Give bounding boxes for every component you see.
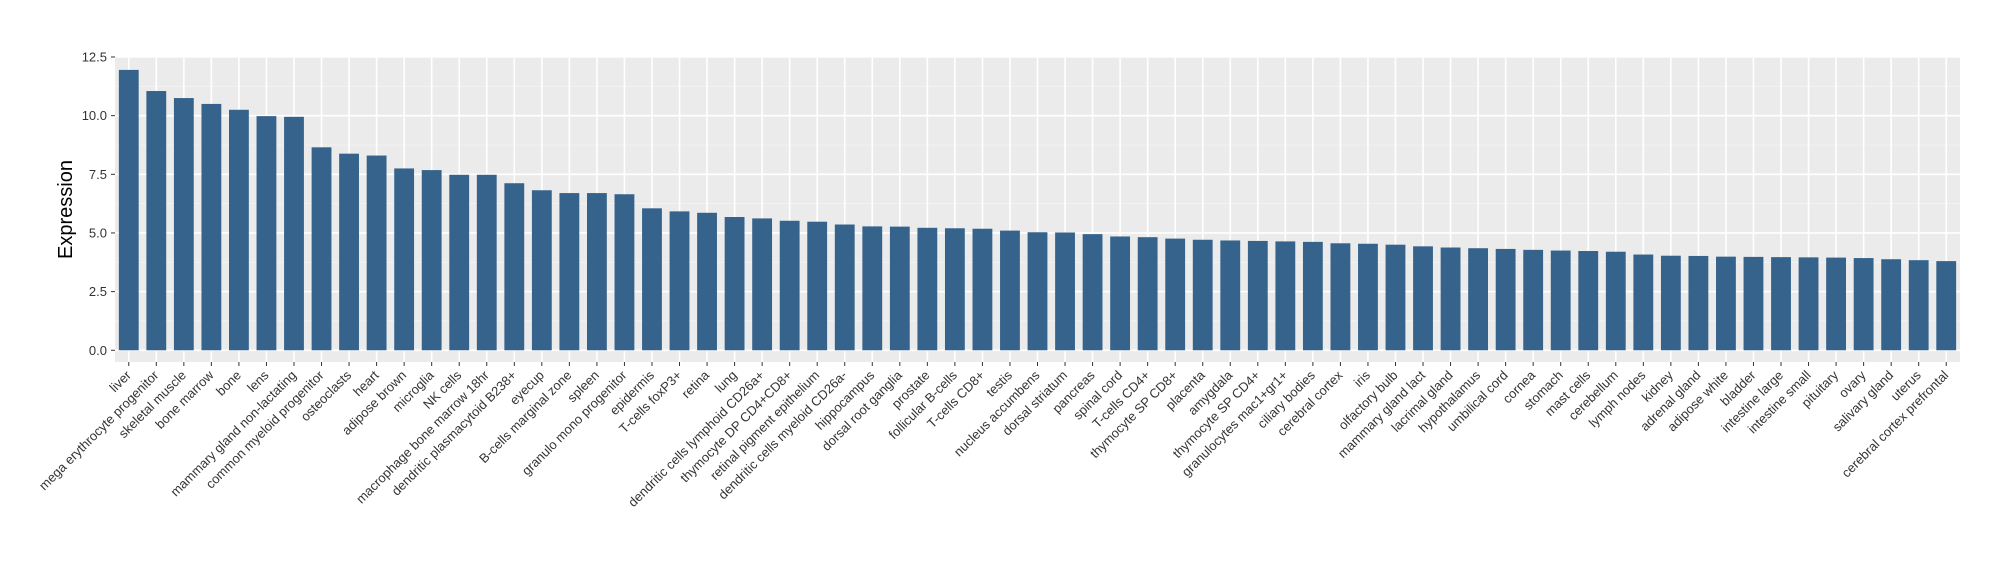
bar [862, 226, 883, 351]
y-tick-label: 0.0 [89, 343, 107, 358]
bar [339, 153, 359, 351]
bar [256, 116, 277, 351]
y-axis-title: Expression [55, 160, 77, 259]
bar [1908, 260, 1929, 351]
bar [1881, 259, 1902, 351]
bar [1853, 258, 1874, 351]
bar [1165, 238, 1186, 351]
x-tick-label: retina [679, 367, 713, 401]
bar [1110, 236, 1131, 351]
bar [1826, 257, 1846, 351]
bar [1716, 256, 1736, 351]
bar [1302, 241, 1323, 351]
bar [1330, 243, 1351, 351]
bar [752, 218, 773, 351]
bar [1358, 243, 1378, 351]
bar [1027, 232, 1048, 351]
bar [476, 174, 497, 351]
bar [229, 109, 249, 351]
y-tick-label: 12.5 [82, 50, 107, 65]
bar [1798, 257, 1819, 351]
bar [779, 220, 800, 351]
y-axis-ticks: 0.0 2.5 5.0 7.5 10.0 12.5 [82, 50, 115, 358]
bar [1743, 256, 1764, 351]
bar [1000, 230, 1020, 351]
bar [1523, 249, 1544, 351]
bars [118, 69, 1957, 351]
bar [1055, 232, 1075, 351]
bar [1385, 244, 1406, 351]
y-tick-label: 5.0 [89, 225, 107, 240]
bar [531, 190, 552, 351]
bar [146, 91, 167, 351]
bar [1468, 248, 1489, 351]
bar [1936, 261, 1957, 351]
bar [1220, 240, 1241, 351]
x-tick-label: mega erythrocyte progenitor [36, 367, 162, 493]
bar [669, 211, 690, 351]
bar [1633, 254, 1654, 351]
bar [1550, 250, 1571, 351]
bar [1660, 255, 1681, 351]
bar [972, 228, 993, 351]
bar [1578, 251, 1599, 351]
bar [201, 103, 222, 351]
bar [366, 155, 387, 351]
bar [1082, 234, 1103, 351]
bar [559, 193, 580, 351]
bar [449, 174, 470, 351]
bar [586, 193, 607, 351]
bar [173, 98, 194, 351]
bar [504, 183, 525, 351]
bar [889, 226, 910, 351]
y-tick-label: 2.5 [89, 284, 107, 299]
bar [944, 228, 965, 351]
bar [1275, 241, 1296, 351]
x-tick-label: bone [213, 368, 244, 399]
bar [1495, 248, 1516, 351]
bar [1688, 255, 1709, 351]
bar [807, 221, 828, 351]
bar [1605, 251, 1626, 351]
bar [311, 147, 332, 351]
bar [642, 208, 662, 351]
bar [118, 69, 139, 351]
bar [284, 116, 304, 351]
bar [834, 224, 855, 351]
bar [917, 227, 938, 351]
y-tick-label: 7.5 [89, 167, 107, 182]
bar [1771, 257, 1791, 351]
bar [1192, 239, 1213, 351]
bar [1413, 246, 1433, 351]
bar [724, 217, 745, 351]
bar [421, 170, 442, 351]
bar [1440, 247, 1461, 351]
bar [697, 212, 717, 351]
bar [394, 168, 415, 351]
y-tick-label: 10.0 [82, 108, 107, 123]
bar [1137, 237, 1158, 351]
bar [1247, 240, 1268, 351]
bar [614, 194, 635, 351]
